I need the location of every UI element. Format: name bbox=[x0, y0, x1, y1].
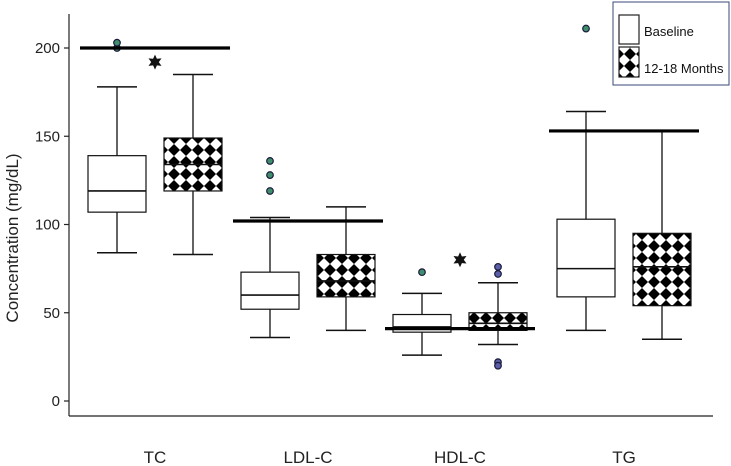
outlier-point bbox=[494, 361, 502, 370]
box-group bbox=[316, 206, 376, 332]
outlier-point bbox=[494, 270, 502, 278]
outlier-point bbox=[494, 262, 502, 271]
significance-star bbox=[453, 252, 467, 268]
outlier-point bbox=[113, 38, 121, 47]
boxes bbox=[87, 24, 692, 370]
y-tick-label: 0 bbox=[52, 393, 60, 410]
y-tick-label: 100 bbox=[35, 217, 60, 234]
outlier-point bbox=[266, 187, 274, 195]
box-group bbox=[468, 262, 528, 370]
y-axis-title: Concentration (mg/dL) bbox=[3, 153, 22, 322]
legend-swatch-followup bbox=[618, 46, 640, 78]
category-label: HDL-C bbox=[434, 448, 486, 466]
category-label: TC bbox=[144, 448, 167, 466]
y-tick-label: 50 bbox=[43, 305, 60, 322]
outlier-point bbox=[418, 268, 426, 277]
box-group bbox=[632, 130, 692, 340]
significance-markers bbox=[148, 54, 467, 268]
box-group bbox=[556, 24, 616, 332]
box-group bbox=[87, 38, 147, 254]
box-iqr bbox=[632, 232, 692, 307]
y-tick-label: 150 bbox=[35, 128, 60, 145]
legend: Baseline 12-18 Months bbox=[612, 1, 730, 86]
box-group bbox=[240, 157, 300, 339]
outlier-point bbox=[266, 171, 274, 179]
significance-star bbox=[148, 54, 162, 70]
legend-swatch-baseline bbox=[618, 14, 640, 45]
y-tick-label: 200 bbox=[35, 40, 60, 57]
box-group bbox=[392, 268, 452, 356]
reference-lines bbox=[80, 46, 699, 331]
box-iqr bbox=[316, 253, 376, 298]
box-iqr bbox=[468, 312, 528, 331]
outlier-point bbox=[266, 157, 274, 165]
legend-label-baseline: Baseline bbox=[644, 24, 694, 39]
outlier-point bbox=[582, 24, 590, 33]
box-iqr bbox=[87, 155, 147, 213]
box-group bbox=[163, 73, 223, 256]
legend-label-followup: 12-18 Months bbox=[644, 61, 724, 76]
category-label: LDL-C bbox=[283, 448, 332, 466]
box-iqr bbox=[556, 218, 616, 298]
y-axis: 0 50 100 150 200 bbox=[35, 14, 713, 417]
category-label: TG bbox=[612, 448, 636, 466]
category-labels: TC LDL-C HDL-C TG bbox=[144, 448, 636, 466]
box-iqr bbox=[240, 271, 300, 310]
